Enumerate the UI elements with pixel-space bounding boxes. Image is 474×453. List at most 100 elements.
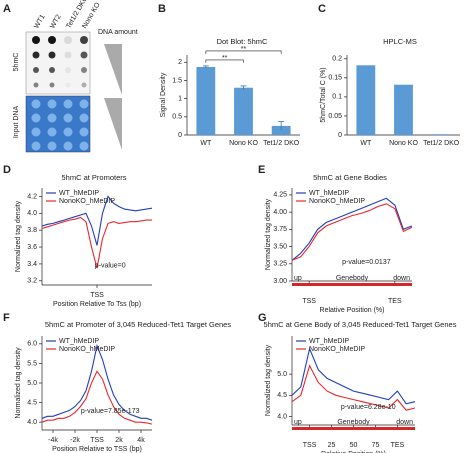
blot-dot: [64, 51, 72, 59]
x-tick-label: 50: [350, 442, 358, 449]
blot-dot: [79, 127, 89, 137]
y-tick-label: 4.0: [27, 419, 37, 426]
series-line: [291, 364, 416, 411]
blot-dot: [32, 51, 40, 59]
gradient-label: DNA amount: [98, 29, 138, 36]
region-label: down: [396, 419, 413, 426]
gradient-triangle: [104, 98, 122, 150]
blot-dot: [64, 36, 72, 44]
row-label: 5hmC: [13, 53, 20, 72]
chart-title: Dot Blot: 5hmC: [217, 37, 268, 46]
y-tick-label: 3.2: [27, 278, 37, 285]
bar: [196, 67, 216, 135]
blot-dot: [47, 113, 57, 123]
blot-dot: [31, 127, 41, 137]
x-tick-label: TES: [391, 442, 405, 449]
p-value: p-value=7.85e-173: [81, 408, 140, 415]
y-tick-label: 0.2: [332, 56, 342, 63]
dots: [31, 36, 89, 151]
x-tick-label: WT: [360, 140, 372, 147]
blot-dot: [31, 99, 41, 109]
blot-dot: [33, 67, 39, 73]
blot-dot: [79, 99, 89, 109]
bar: [234, 87, 253, 135]
y-tick-label: 4.2: [27, 193, 37, 200]
blot-dot: [80, 51, 88, 59]
x-tick-label: 4k: [137, 437, 145, 444]
y-tick-label: 0.15: [328, 75, 342, 82]
y-tick-label: 5.5: [27, 360, 37, 367]
legend-label: WT_hMeDIP: [59, 190, 99, 197]
x-tick-label: TSS: [90, 292, 104, 299]
y-tick-label: 4.25: [273, 192, 287, 199]
blot-dot: [49, 67, 55, 73]
panel-letter: E: [258, 164, 265, 176]
blot-dot: [47, 141, 57, 151]
y-tick-label: 3.00: [273, 278, 287, 285]
legend-label: NonoKO_hMeDIP: [309, 198, 365, 205]
y-tick-label: 0: [338, 132, 342, 139]
p-value: p-value=0: [95, 262, 126, 269]
x-axis-label: Position Relative To Tss (bp): [53, 301, 141, 308]
y-tick-label: 0.5: [172, 114, 182, 121]
blot-dot: [80, 36, 88, 44]
y-axis-label: 5hmC/Total C (%): [320, 67, 327, 122]
y-tick-label: 0.1: [332, 94, 342, 101]
series-line: [291, 346, 416, 405]
bar: [356, 65, 376, 135]
panel-a: A WT1 WT2 Tet1/2 DKO Nono KO 5hmC Input …: [3, 0, 138, 153]
region-label: up: [294, 275, 302, 282]
legend-label: NonoKO_hMeDIP: [59, 198, 115, 205]
panel-letter: A: [3, 3, 11, 15]
series-line: [41, 343, 153, 421]
y-axis-label: Normalized tag density: [265, 198, 272, 270]
y-tick-label: 4.5: [27, 399, 37, 406]
genebody-bar: [292, 427, 415, 430]
legend-label: NonoKO_hMeDIP: [59, 346, 115, 353]
blot-dot: [65, 67, 71, 73]
x-tick-label: Tet1/2 DKO: [263, 140, 300, 147]
gradient-triangle: [104, 44, 122, 95]
chart-title: 5hmC at Gene Body of 3,045 Reduced-Tet1 …: [264, 320, 457, 329]
genebody-bar: [292, 283, 412, 286]
legend-label: WT_hMeDIP: [59, 338, 99, 345]
y-tick-label: 5.0: [277, 371, 287, 378]
series-line: [41, 216, 152, 269]
x-tick-label: Nono KO: [229, 140, 258, 147]
y-tick-label: 3.25: [273, 261, 287, 268]
blot-dot: [48, 51, 56, 59]
blot-dot: [31, 113, 41, 123]
series-line: [291, 203, 413, 261]
row-label: Input DNA: [13, 106, 20, 139]
region-label: Genebody: [337, 419, 370, 426]
x-axis-label: Relative Position (%): [321, 451, 386, 453]
x-tick-label: TES: [388, 298, 402, 305]
x-tick-label: -2k: [70, 437, 80, 444]
x-tick-label: Nono KO: [389, 140, 418, 147]
blot-dot: [81, 67, 87, 73]
blot-dot: [65, 82, 71, 88]
chart-title: HPLC-MS: [383, 37, 417, 46]
panel-letter: G: [258, 312, 267, 324]
y-tick-label: 1.5: [172, 77, 182, 84]
legend-label: WT_hMeDIP: [309, 338, 349, 345]
y-tick-label: 2: [178, 59, 182, 66]
region-label: Genebody: [336, 275, 369, 282]
bar: [431, 134, 451, 135]
blot-dot: [79, 113, 89, 123]
y-tick-label: 3.4: [27, 261, 37, 268]
y-tick-label: 4.0: [27, 210, 37, 217]
column-label: WT1: [33, 14, 47, 30]
blot-dot: [48, 36, 56, 44]
blot-dot: [63, 127, 73, 137]
blot-dot: [31, 141, 41, 151]
blot-dot: [79, 141, 89, 151]
x-tick-label: 75: [372, 442, 380, 449]
blot-dot: [47, 99, 57, 109]
column-label: WT2: [49, 14, 63, 30]
x-tick-label: WT: [200, 140, 212, 147]
x-axis-label: Position Relative to TSS (bp): [52, 446, 142, 453]
blot-dot: [63, 99, 73, 109]
blot-dot: [32, 36, 40, 44]
